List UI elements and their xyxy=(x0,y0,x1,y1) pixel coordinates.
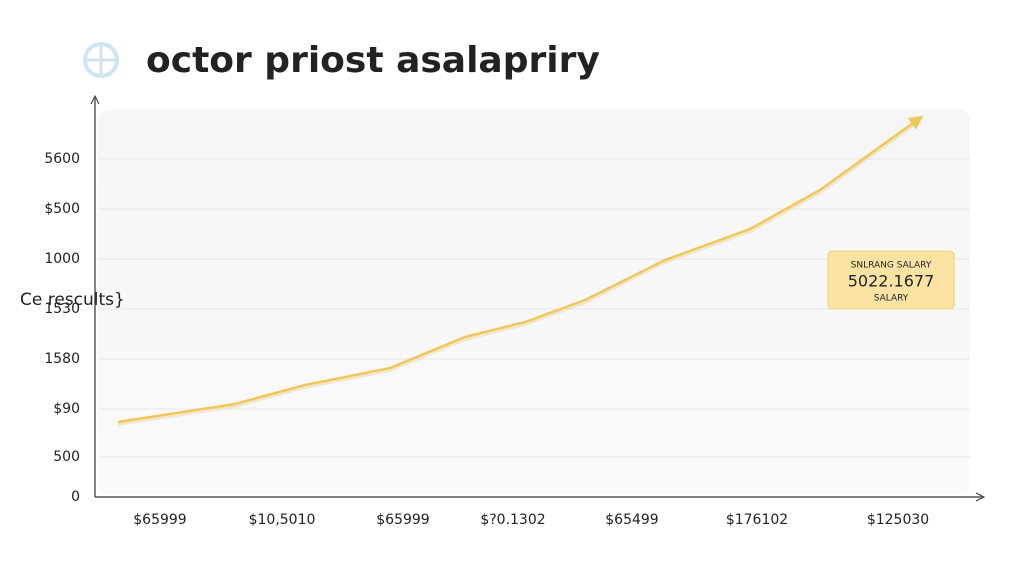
line-arrowhead xyxy=(907,115,924,130)
x-tick-label: $176102 xyxy=(726,512,788,528)
y-tick-label: 1000 xyxy=(44,251,80,267)
y-tick-label: $500 xyxy=(44,201,80,217)
x-tick-label: $65999 xyxy=(133,512,186,528)
plot-panel xyxy=(98,110,970,495)
y-axis-label: Ce rescults} xyxy=(20,290,125,310)
x-tick-label: $65999 xyxy=(376,512,429,528)
y-tick-label: 0 xyxy=(71,489,80,505)
x-axis-arrow xyxy=(975,492,986,502)
y-tick-label: 1530 xyxy=(44,301,80,317)
y-tick-label: $90 xyxy=(53,401,80,417)
y-tick-label: 5600 xyxy=(44,151,80,167)
x-tick-label: $?0.1302 xyxy=(480,512,545,528)
line-shadow xyxy=(117,118,922,426)
line xyxy=(117,116,921,424)
y-tick-label: 1580 xyxy=(44,351,80,367)
y-axis-arrow xyxy=(90,94,100,105)
annotation-box xyxy=(827,250,955,310)
x-tick-label: $125030 xyxy=(867,512,929,528)
y-tick-label: 500 xyxy=(53,449,80,465)
x-tick-label: $10,5010 xyxy=(249,512,316,528)
annotation-title: SNLRANG SALARY xyxy=(851,261,932,271)
chart-title: octor priost asalapriry xyxy=(146,40,600,81)
annotation-subtitle: SALARY xyxy=(874,294,909,304)
x-tick-label: $65499 xyxy=(605,512,658,528)
annotation-value: 5022.1677 xyxy=(848,272,935,291)
